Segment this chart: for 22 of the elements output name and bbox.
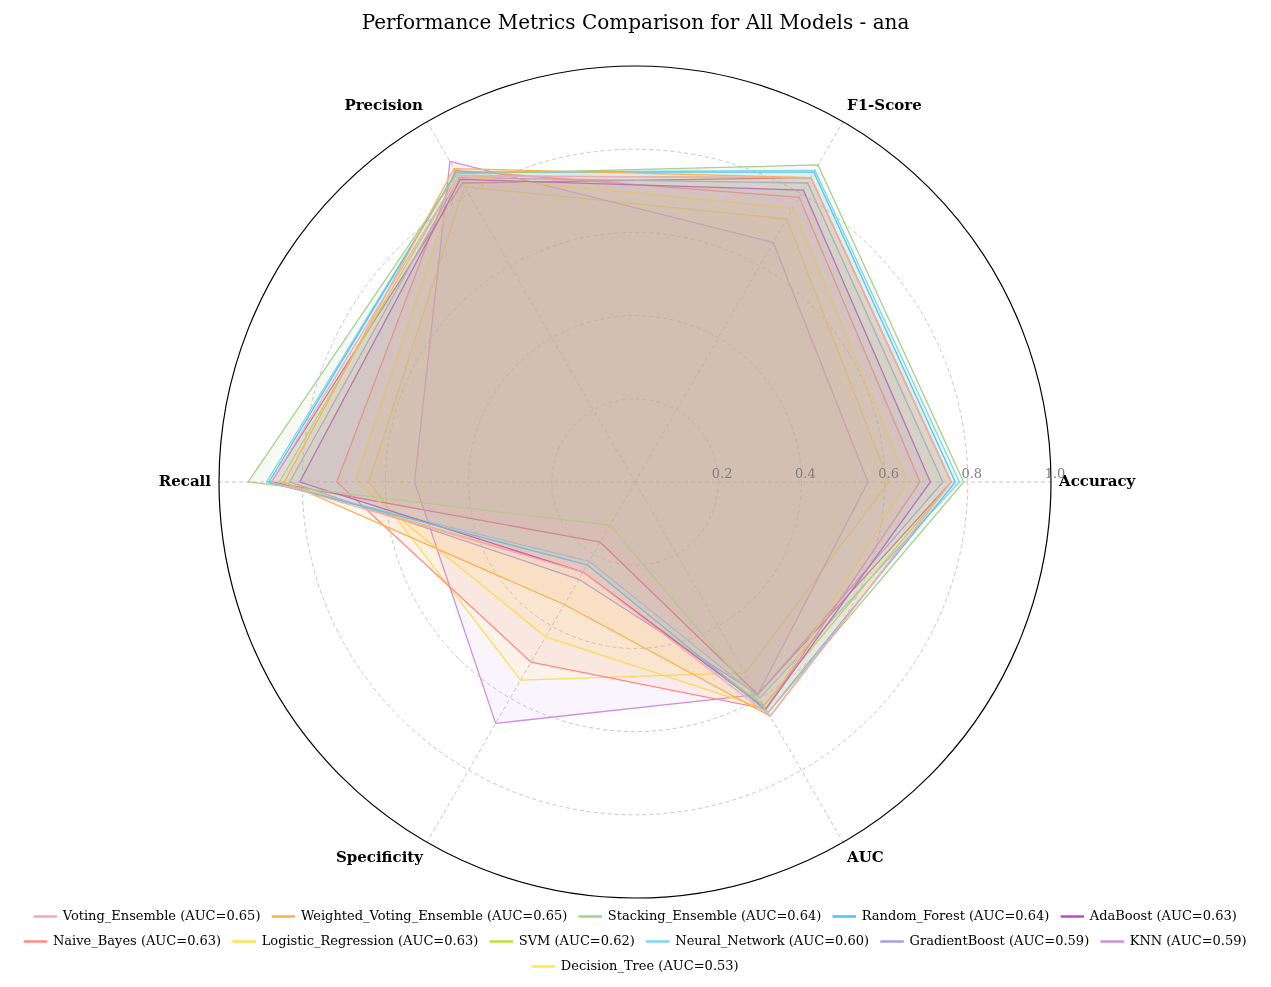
legend-label: Random_Forest (AUC=0.64): [861, 907, 1050, 923]
legend-label: GradientBoost (AUC=0.59): [909, 932, 1090, 948]
y-tick-label: 0.4: [795, 465, 816, 481]
legend-label: Stacking_Ensemble (AUC=0.64): [607, 907, 822, 923]
spoke-label: AUC: [846, 848, 884, 867]
legend-label: KNN (AUC=0.59): [1129, 932, 1247, 948]
spoke-label: Recall: [158, 471, 212, 490]
legend-label: Neural_Network (AUC=0.60): [675, 932, 870, 948]
y-tick-label: 0.6: [878, 465, 899, 481]
y-tick-label: 0.2: [711, 465, 733, 481]
legend-label: Decision_Tree (AUC=0.53): [560, 957, 739, 973]
legend-label: Voting_Ensemble (AUC=0.65): [61, 907, 261, 923]
legend-label: Logistic_Regression (AUC=0.63): [261, 932, 479, 948]
spoke-label: F1-Score: [847, 95, 922, 114]
chart-title: Performance Metrics Comparison for All Models - ana: [361, 10, 910, 35]
spoke-label: Specificity: [335, 848, 425, 867]
legend-label: Naive_Bayes (AUC=0.63): [52, 932, 222, 948]
legend-label: Weighted_Voting_Ensemble (AUC=0.65): [300, 907, 568, 923]
spoke-label: Precision: [344, 95, 424, 114]
y-tick-label: 0.8: [961, 465, 983, 481]
legend-label: AdaBoost (AUC=0.63): [1088, 907, 1237, 923]
legend-label: SVM (AUC=0.62): [518, 932, 635, 948]
